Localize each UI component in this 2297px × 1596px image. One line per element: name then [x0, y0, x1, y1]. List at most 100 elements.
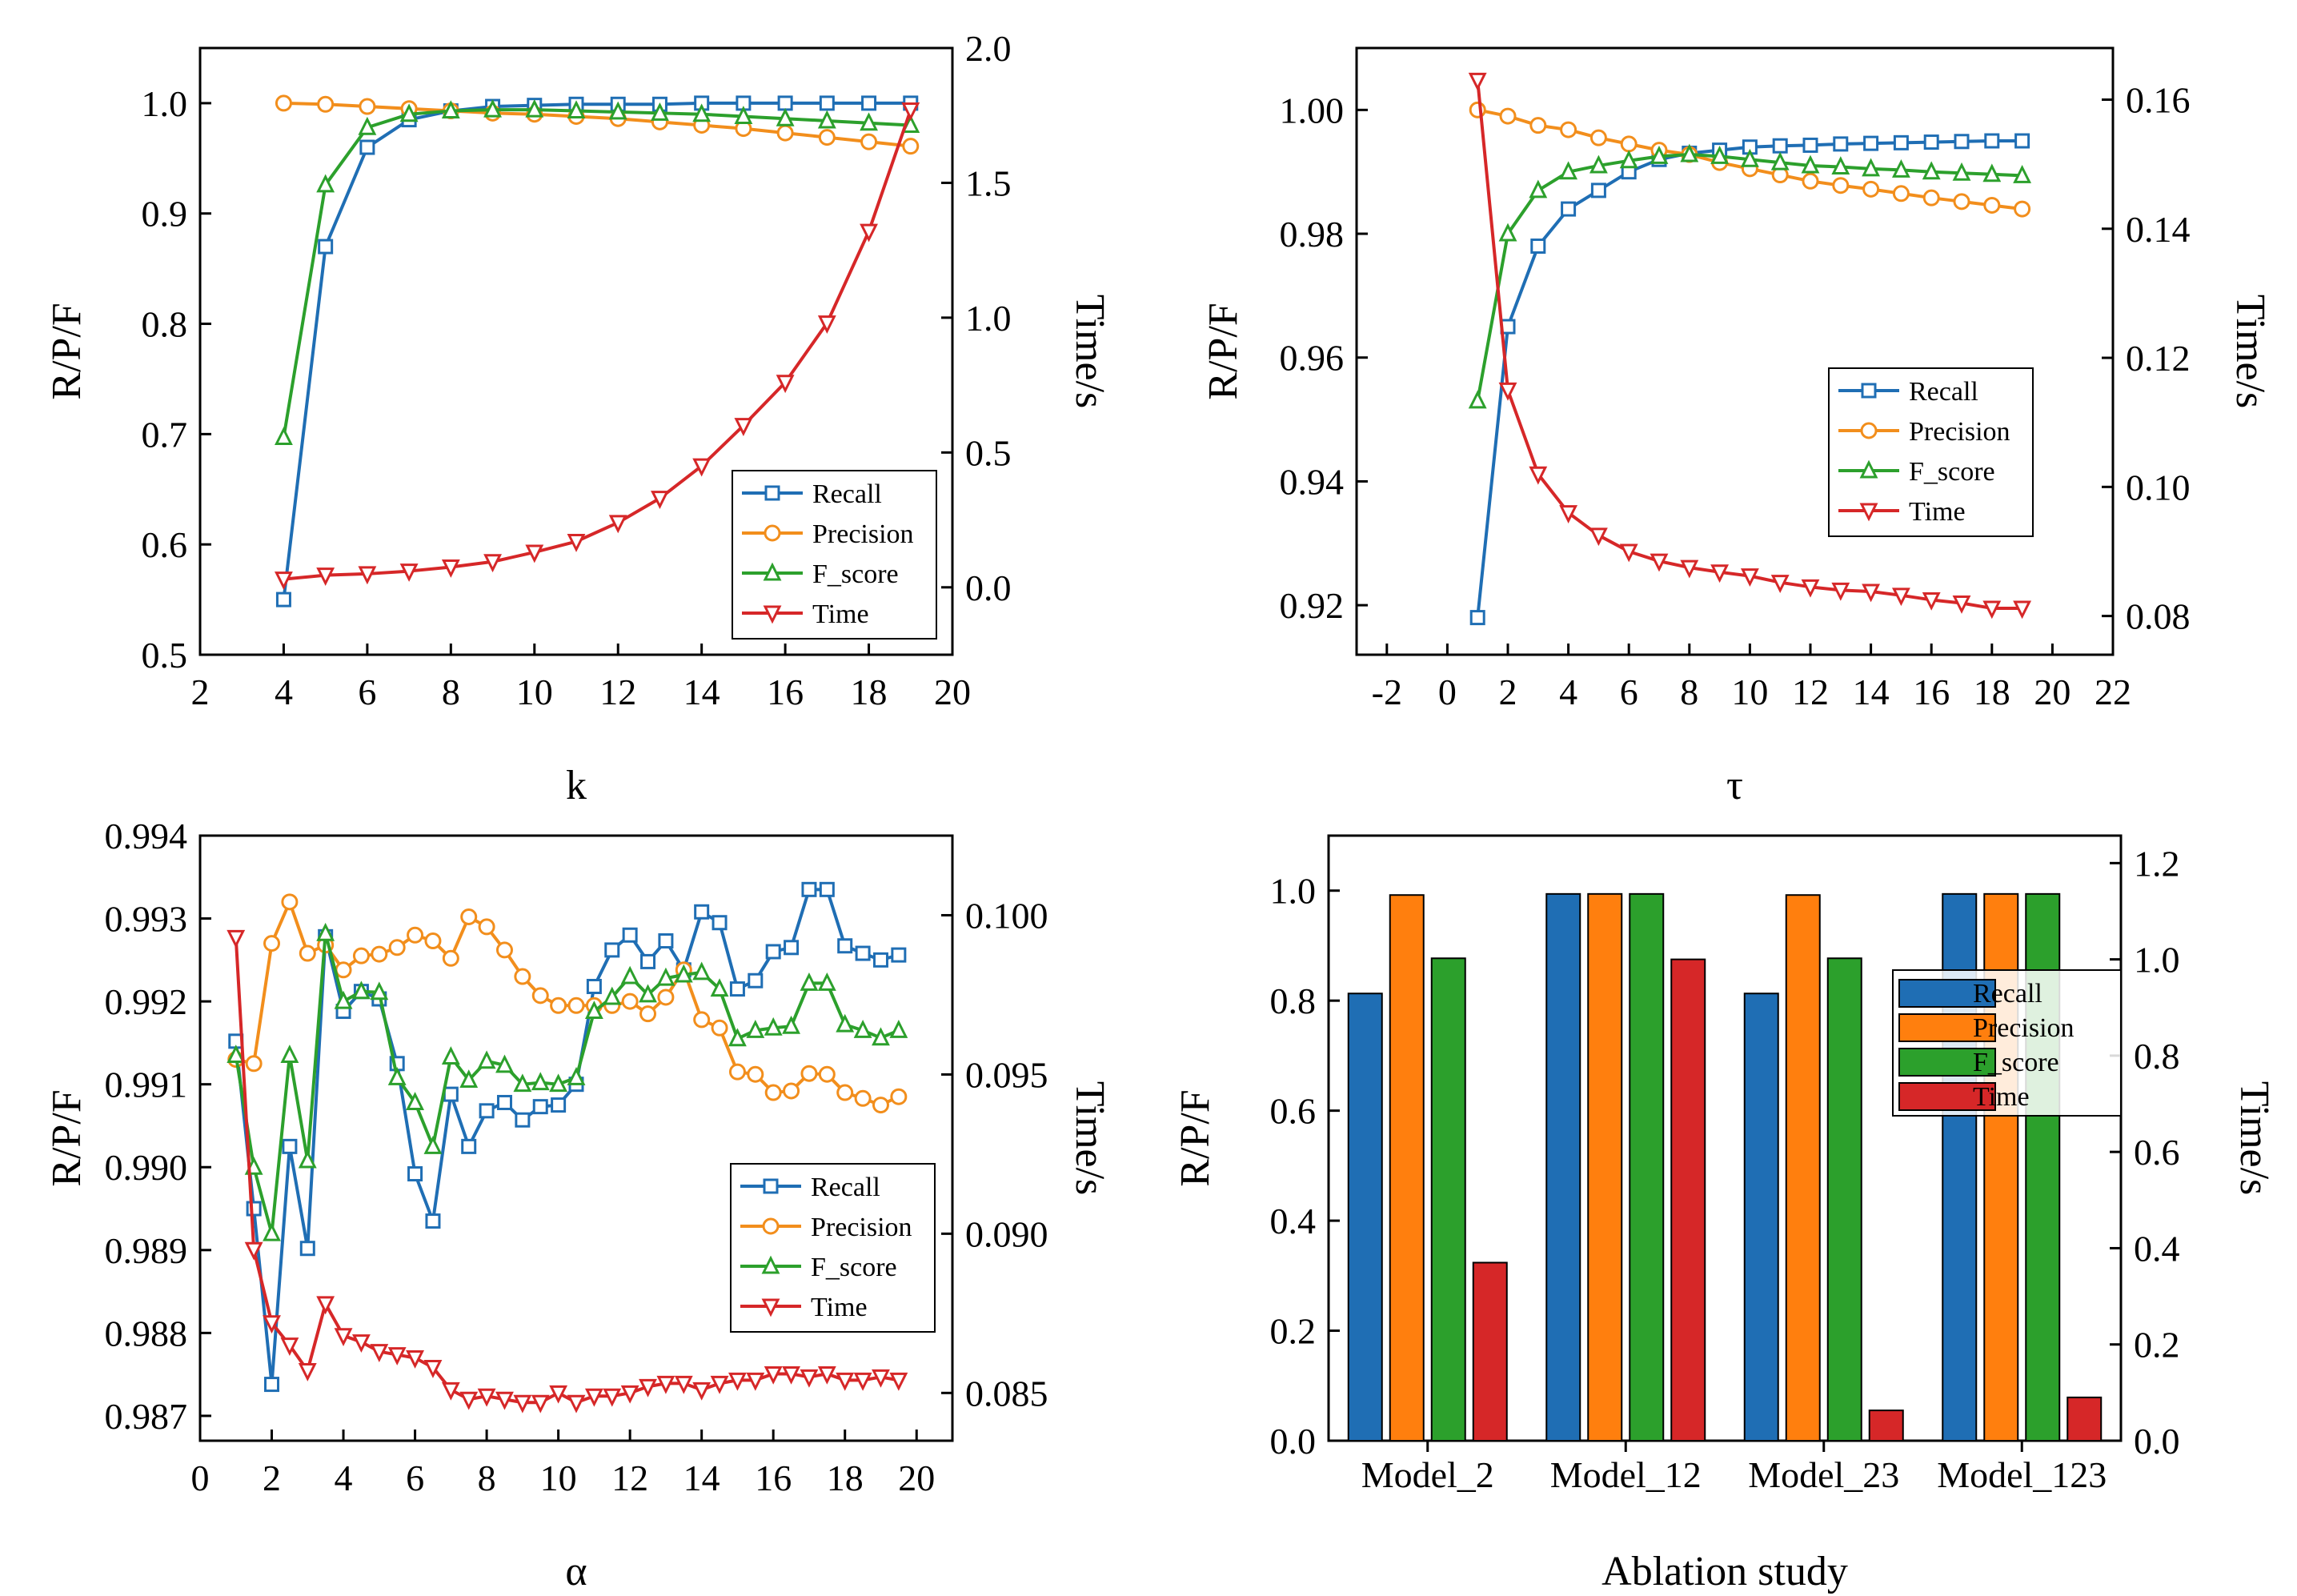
data-point-precision [1953, 193, 1970, 211]
legend-label: Time [811, 1293, 868, 1322]
x-tick-label: 20 [898, 1458, 935, 1498]
category-label: Model_2 [1361, 1454, 1494, 1495]
x-tick-label: 8 [478, 1458, 496, 1498]
data-point-recall [872, 952, 888, 968]
y2-tick-label: 0.100 [965, 895, 1048, 936]
data-point-f-score [1982, 163, 2002, 182]
plot-frame [198, 46, 954, 656]
data-point-time [406, 1350, 424, 1369]
data-point-time [734, 418, 753, 436]
data-point-f-score [639, 984, 657, 1003]
data-point-time [1862, 583, 1881, 603]
legend-marker-time [1859, 503, 1878, 522]
x-tick-label: 4 [1559, 672, 1577, 712]
x-axis-label: α [565, 1549, 587, 1594]
data-point-recall [1802, 137, 1818, 153]
y-tick-label: 0.6 [1270, 1091, 1317, 1132]
legend-label: F_score [1909, 457, 1995, 487]
x-tick-label: 10 [516, 672, 553, 712]
y-tick-label: 0.992 [105, 981, 188, 1022]
legend-marker-f-score [763, 562, 782, 581]
data-point-recall [640, 953, 656, 969]
bar-precision [1389, 894, 1425, 1442]
data-point-time [316, 1296, 335, 1315]
y2-tick-label: 0.0 [965, 567, 1012, 608]
data-point-f-score [399, 103, 419, 122]
data-point-time [513, 1394, 532, 1414]
data-point-f-score [352, 980, 371, 1000]
y-tick-label: 0.993 [105, 899, 188, 940]
data-point-time [531, 1394, 550, 1414]
data-point-recall [282, 1138, 298, 1154]
data-point-recall [586, 978, 602, 994]
data-point-precision [1922, 189, 1940, 207]
data-point-f-score [817, 110, 836, 129]
data-point-recall [1772, 138, 1788, 154]
x-tick-label: 10 [540, 1458, 577, 1498]
data-point-recall [407, 1166, 423, 1182]
data-point-f-score [620, 965, 639, 984]
x-tick-label: 18 [851, 672, 888, 712]
data-point-time [567, 534, 586, 552]
legend-label: F_score [1973, 1048, 2059, 1077]
data-point-f-score [800, 972, 819, 991]
data-point-precision [263, 935, 281, 952]
data-point-time [656, 1375, 675, 1394]
plot-frame [1327, 834, 2123, 1442]
y2-tick-label: 0.0 [2134, 1421, 2180, 1462]
x-tick-label: 14 [1853, 672, 1890, 712]
data-point-f-score [817, 972, 836, 991]
data-point-recall [801, 881, 817, 897]
legend: Recall Precision F_score Time [732, 470, 937, 640]
x-tick-label: 12 [599, 672, 636, 712]
data-point-time [1589, 527, 1608, 547]
y2-tick-label: 0.10 [2126, 467, 2191, 507]
data-point-precision [275, 94, 292, 112]
data-point-time [776, 375, 795, 394]
data-point-precision [1802, 172, 1819, 190]
data-point-f-score [477, 1050, 496, 1069]
data-point-recall [1984, 133, 2000, 149]
data-point-recall [1590, 182, 1606, 198]
data-point-time [764, 1365, 783, 1385]
legend-marker-time [763, 605, 782, 624]
data-point-time [1498, 382, 1517, 401]
legend-marker-recall [1861, 383, 1877, 399]
data-point-time [692, 458, 712, 477]
legend-label: Recall [812, 479, 882, 509]
data-point-time [370, 1344, 389, 1362]
data-point-time [275, 571, 293, 591]
data-point-precision [1499, 107, 1517, 125]
legend-marker-precision [1860, 422, 1878, 439]
data-point-f-score [692, 103, 712, 122]
legend-label: Precision [1909, 417, 2010, 447]
data-point-time [352, 1334, 371, 1353]
bar-precision [1785, 894, 1821, 1442]
data-point-time [872, 1369, 890, 1388]
data-point-f-score [316, 922, 335, 941]
legend: Recall Precision F_score Time [1828, 367, 2034, 537]
data-point-time [226, 929, 246, 948]
data-point-precision [359, 98, 376, 115]
x-tick-label: 8 [442, 672, 460, 712]
data-point-recall [861, 95, 877, 111]
data-point-f-score [387, 1067, 407, 1085]
y2-tick-label: 0.085 [965, 1373, 1048, 1414]
data-point-precision [872, 1097, 889, 1114]
data-point-precision [352, 947, 370, 964]
y-tick-label: 0.987 [105, 1396, 188, 1437]
y-tick-label: 0.6 [142, 524, 188, 565]
data-point-time [1559, 505, 1578, 523]
x-tick-label: -2 [1372, 672, 1402, 712]
data-point-recall [551, 1097, 567, 1113]
y2-tick-label: 0.095 [965, 1054, 1048, 1095]
y-tick-label: 0.8 [1270, 980, 1317, 1021]
data-point-recall [479, 1103, 495, 1119]
data-point-time [1922, 591, 1941, 611]
x-tick-label: 4 [335, 1458, 353, 1498]
y2-tick-label: 0.14 [2126, 209, 2191, 250]
legend-label: F_score [811, 1253, 897, 1282]
data-point-recall [819, 881, 835, 897]
chart-tau: 0.92 0.94 0.96 0.98 1.00 0.08 0.10 0.12 0.14 0.16… [1201, 46, 2273, 808]
